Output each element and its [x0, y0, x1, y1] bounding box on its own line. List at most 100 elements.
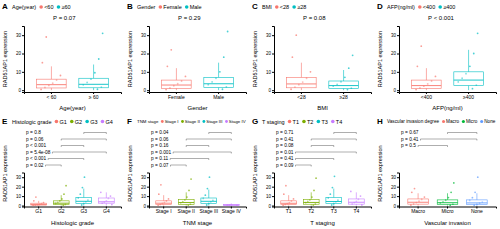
- y-tick: 20: [266, 185, 274, 190]
- x-tick: Stage IV: [222, 207, 242, 215]
- comparison-bracket: [48, 159, 84, 161]
- legend-label: Micro: [466, 119, 478, 124]
- median: [156, 203, 172, 204]
- median: [98, 201, 114, 202]
- y-tick-label: 10: [391, 70, 397, 75]
- point: [472, 88, 474, 90]
- x-axis-title: AFP(ng/ml): [432, 105, 462, 111]
- legend-label: G3: [90, 119, 97, 125]
- point: [360, 195, 362, 197]
- x-tick: G3: [80, 207, 87, 215]
- y-tick: 30: [391, 33, 399, 38]
- whisker-high: [106, 192, 107, 198]
- legend-label: ≥400: [443, 4, 455, 10]
- legend-marker: [181, 120, 184, 123]
- legend-marker: [288, 120, 292, 124]
- legend: T stagingT1T2T3T4: [262, 119, 342, 125]
- comparison-bracket: [61, 146, 84, 148]
- y-tick-mark: [147, 206, 149, 207]
- whisker-low: [301, 88, 302, 90]
- median: [329, 85, 359, 86]
- y-axis: 0102030: [391, 27, 400, 94]
- point: [219, 71, 221, 73]
- y-tick: 30: [16, 175, 24, 180]
- y-tick: 10: [391, 194, 399, 199]
- box: [204, 77, 234, 87]
- x-tick-label: ≥ 60: [89, 94, 99, 100]
- point: [206, 204, 208, 206]
- point: [94, 72, 96, 74]
- point: [81, 187, 83, 189]
- point: [168, 198, 170, 200]
- comparison-bracket: [418, 146, 447, 148]
- y-tick-mark: [22, 54, 24, 55]
- y-axis-line: [272, 173, 275, 207]
- x-tick: Micro: [441, 207, 453, 215]
- legend-marker: [442, 120, 445, 123]
- x-tick-label: T3: [331, 208, 337, 214]
- x-tick: Male: [213, 92, 224, 100]
- x-axis-title: Age(year): [59, 105, 85, 111]
- point: [313, 190, 315, 192]
- point: [344, 76, 346, 78]
- y-tick-label: 20: [141, 185, 147, 190]
- median: [79, 84, 109, 85]
- comparison-bracket: [420, 139, 476, 141]
- median: [281, 203, 297, 204]
- y-tick-mark: [147, 72, 149, 73]
- x-tick-label: T1: [286, 208, 292, 214]
- y-tick-label: 30: [266, 175, 272, 180]
- x-tick-label: T4: [353, 208, 359, 214]
- marks: [156, 176, 239, 206]
- y-axis: 0102030: [266, 173, 275, 208]
- legend-label: Stage IV: [229, 119, 246, 124]
- panel-letter: G: [252, 117, 258, 126]
- point: [170, 49, 172, 51]
- whisker-high: [356, 192, 357, 199]
- legend-title: Histologic grade: [12, 119, 51, 125]
- comparison-label: p = 0.71: [276, 130, 294, 135]
- legend-marker: [418, 5, 422, 9]
- y-tick-mark: [272, 35, 274, 36]
- median: [412, 85, 442, 86]
- point: [97, 88, 99, 90]
- point: [293, 198, 295, 200]
- legend-marker: [462, 120, 465, 123]
- x-tick-label: < 60: [46, 94, 56, 100]
- legend-label: Stage II: [185, 119, 200, 124]
- legend: Vascular invasion degreeMacroMicroNone: [387, 119, 496, 124]
- legend-label: None: [484, 119, 496, 124]
- y-tick-label: 30: [16, 33, 22, 38]
- y-tick-mark: [272, 187, 274, 188]
- y-tick-mark: [397, 196, 399, 197]
- x-axis: <400≥400: [400, 92, 497, 100]
- box: [53, 201, 69, 205]
- y-tick: 0: [143, 203, 149, 208]
- point: [223, 56, 225, 58]
- point: [435, 76, 437, 78]
- legend-marker: [39, 5, 43, 9]
- whisker-high: [288, 195, 289, 201]
- x-tick-label: <28: [297, 94, 306, 100]
- y-axis-line: [397, 27, 400, 93]
- x-tick: Female: [168, 92, 185, 100]
- point: [222, 88, 224, 90]
- x-axis-title: Gender: [187, 105, 207, 111]
- point: [295, 34, 297, 36]
- x-tick: Macro: [411, 207, 425, 215]
- legend-label: <28: [280, 4, 289, 10]
- comparison-label: p = 0.8: [26, 130, 41, 135]
- whisker-low: [51, 88, 52, 90]
- legend-marker: [101, 120, 105, 124]
- y-tick-mark: [147, 90, 149, 91]
- x-tick-label: Stage III: [199, 208, 218, 214]
- y-tick-mark: [272, 90, 274, 91]
- median: [408, 202, 429, 203]
- point: [45, 36, 47, 38]
- legend: Age(year)<60≥60: [12, 4, 71, 10]
- box: [329, 81, 359, 88]
- x-tick: <400: [421, 92, 432, 100]
- point: [414, 188, 416, 190]
- whisker-high: [418, 193, 419, 199]
- x-axis-line: [150, 93, 247, 95]
